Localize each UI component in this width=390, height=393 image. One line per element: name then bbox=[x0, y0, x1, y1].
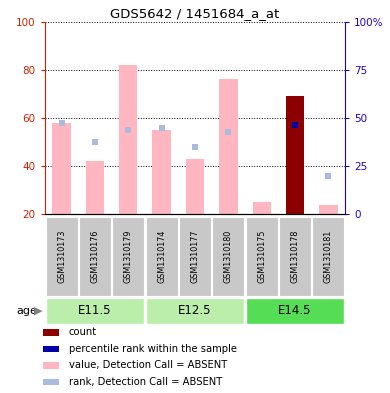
Text: GSM1310177: GSM1310177 bbox=[190, 230, 200, 283]
Text: GSM1310178: GSM1310178 bbox=[291, 230, 300, 283]
Bar bbox=[286, 96, 304, 214]
Text: GSM1310179: GSM1310179 bbox=[124, 230, 133, 283]
Text: ▶: ▶ bbox=[34, 306, 43, 316]
Text: E14.5: E14.5 bbox=[278, 304, 312, 318]
Bar bbox=[46, 217, 78, 296]
Bar bbox=[212, 217, 245, 296]
Bar bbox=[119, 65, 137, 214]
Text: GSM1310180: GSM1310180 bbox=[224, 230, 233, 283]
Bar bbox=[186, 159, 204, 214]
Text: percentile rank within the sample: percentile rank within the sample bbox=[69, 344, 237, 354]
Bar bbox=[79, 217, 111, 296]
Text: E11.5: E11.5 bbox=[78, 304, 112, 318]
Bar bbox=[112, 217, 144, 296]
Bar bbox=[52, 123, 71, 214]
Bar bbox=[152, 130, 171, 214]
Bar bbox=[43, 379, 59, 385]
Text: GSM1310174: GSM1310174 bbox=[157, 230, 166, 283]
Text: GSM1310176: GSM1310176 bbox=[90, 230, 99, 283]
Bar bbox=[246, 217, 278, 296]
Text: GSM1310175: GSM1310175 bbox=[257, 230, 266, 283]
Text: E12.5: E12.5 bbox=[178, 304, 212, 318]
Bar bbox=[219, 79, 238, 214]
Bar bbox=[179, 217, 211, 296]
Title: GDS5642 / 1451684_a_at: GDS5642 / 1451684_a_at bbox=[110, 7, 280, 20]
Text: rank, Detection Call = ABSENT: rank, Detection Call = ABSENT bbox=[69, 377, 222, 387]
Bar bbox=[43, 329, 59, 336]
Bar bbox=[145, 298, 245, 324]
Bar bbox=[145, 217, 178, 296]
Bar bbox=[246, 298, 344, 324]
Text: GSM1310173: GSM1310173 bbox=[57, 230, 66, 283]
Bar bbox=[319, 204, 338, 214]
Bar bbox=[86, 161, 104, 214]
Bar bbox=[253, 202, 271, 214]
Text: GSM1310181: GSM1310181 bbox=[324, 230, 333, 283]
Bar bbox=[43, 346, 59, 352]
Bar bbox=[46, 298, 144, 324]
Bar bbox=[43, 362, 59, 369]
Bar bbox=[279, 217, 311, 296]
Text: value, Detection Call = ABSENT: value, Detection Call = ABSENT bbox=[69, 360, 227, 371]
Bar bbox=[312, 217, 344, 296]
Text: count: count bbox=[69, 327, 97, 338]
Text: age: age bbox=[16, 306, 37, 316]
